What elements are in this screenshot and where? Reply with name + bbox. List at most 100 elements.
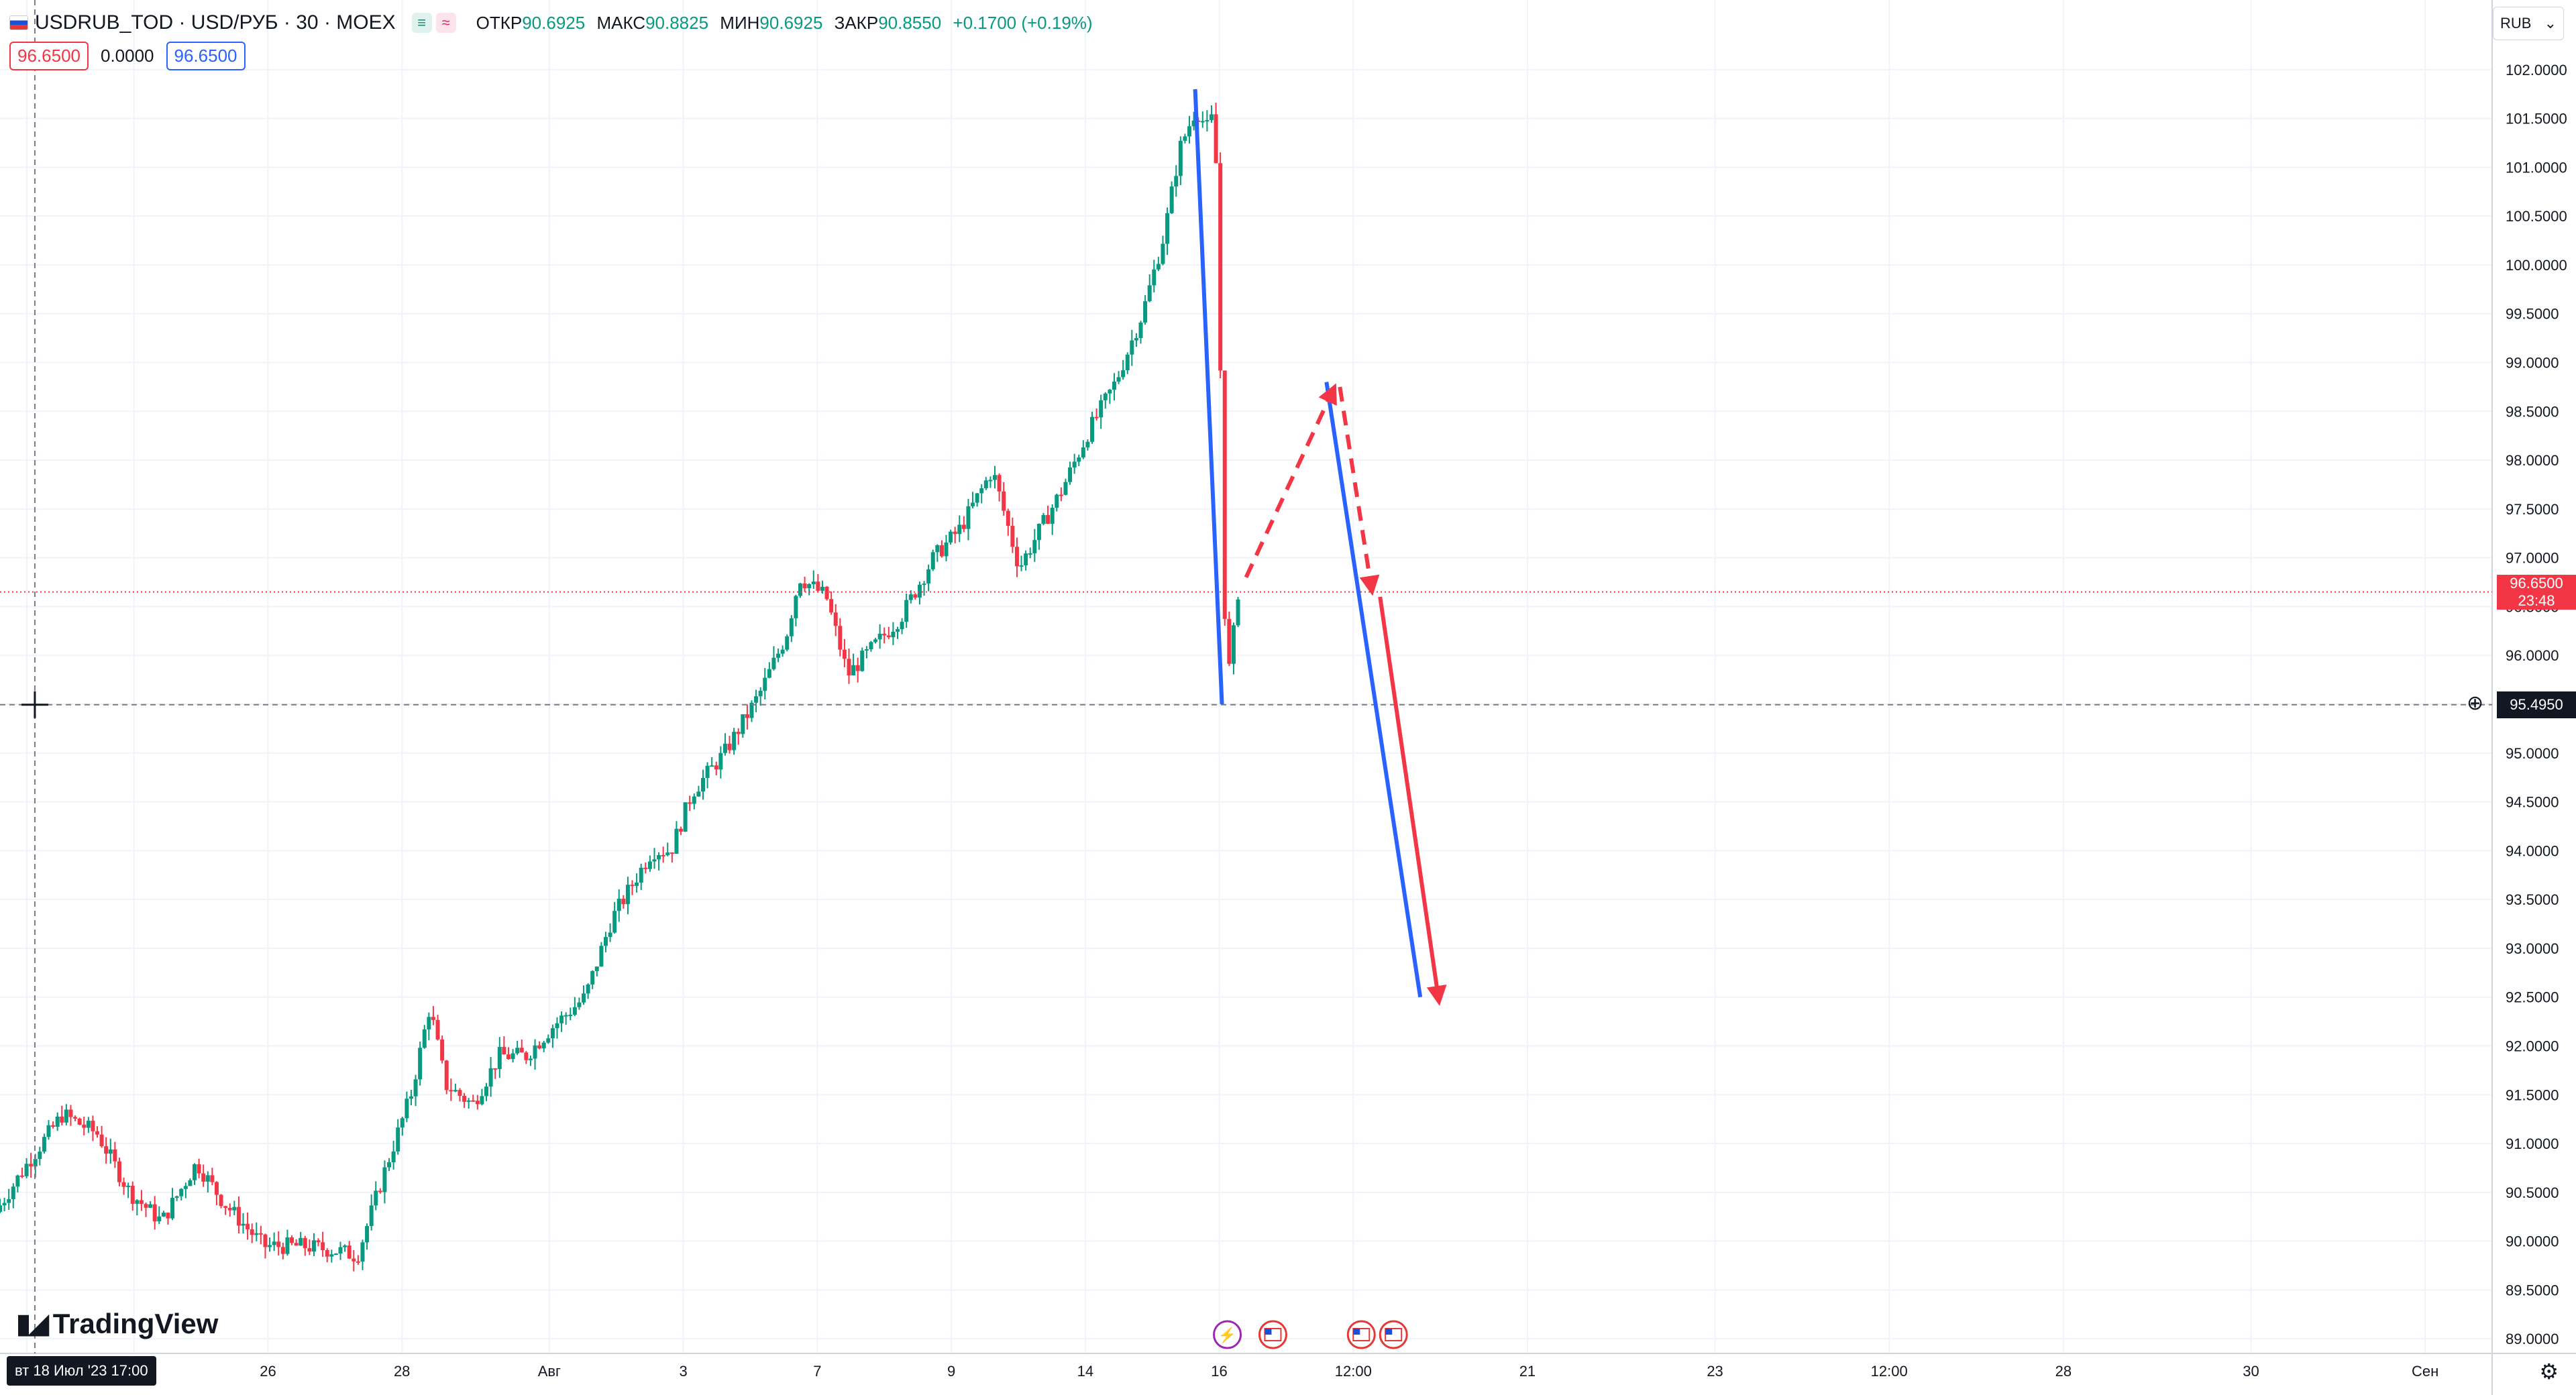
candle-body [900, 622, 904, 630]
candle-body [908, 594, 913, 600]
y-tick-label: 98.5000 [2506, 403, 2559, 420]
candle-body [1006, 510, 1010, 526]
candle-body [387, 1162, 392, 1168]
candle-body [409, 1096, 413, 1099]
candle-body [930, 552, 935, 569]
candle-body [537, 1045, 542, 1049]
candle-body [758, 690, 763, 697]
candle-body [413, 1079, 418, 1097]
candle-body [82, 1124, 87, 1128]
candle-body [179, 1188, 184, 1196]
candle-body [891, 631, 896, 638]
us-flag-canton [1265, 1329, 1272, 1335]
candle-body [321, 1242, 325, 1251]
candle-body [484, 1086, 489, 1097]
candle-body [1028, 553, 1032, 555]
candle-body [55, 1116, 60, 1127]
candle-body [860, 651, 865, 671]
candle-body [1134, 338, 1138, 341]
candle-body [1169, 186, 1174, 213]
candle-body [210, 1175, 215, 1182]
candle-body [382, 1167, 387, 1192]
candle-body [135, 1200, 140, 1204]
candle-body [807, 583, 812, 589]
indicator-pills[interactable]: ≡ ≈ [411, 13, 456, 33]
candle-body [329, 1254, 334, 1257]
candle-body [99, 1134, 104, 1147]
candle-body [205, 1175, 210, 1182]
candle-body [886, 635, 891, 638]
x-tick-label: 14 [1077, 1363, 1093, 1380]
candle-body [303, 1237, 307, 1249]
candle-body [1036, 524, 1041, 541]
candle-body [533, 1045, 537, 1059]
add-alert-icon[interactable]: ⊕ [2467, 691, 2484, 714]
candle-body [939, 545, 944, 557]
candle-body [1094, 416, 1099, 418]
bar-countdown: 23:48 [2518, 592, 2555, 609]
forecast-arrow [1338, 386, 1380, 596]
candle-body [400, 1118, 405, 1128]
currency-select[interactable]: RUB ⌄ [2493, 7, 2564, 40]
candle-body [29, 1164, 34, 1167]
y-tick-label: 95.0000 [2506, 745, 2559, 762]
candle-body [2, 1203, 7, 1206]
candle-body [311, 1240, 316, 1252]
candle-body [38, 1152, 42, 1160]
gear-icon[interactable]: ⚙ [2539, 1359, 2559, 1384]
candle-body [1059, 494, 1063, 496]
candle-body [1002, 491, 1006, 511]
open-value: 90.6925 [522, 12, 586, 33]
x-tick-label: 26 [260, 1363, 276, 1380]
candle-body [625, 885, 630, 905]
candle-body [590, 970, 595, 985]
candle-body [86, 1121, 91, 1128]
candle-body [1200, 121, 1205, 123]
y-tick-label: 90.0000 [2506, 1233, 2559, 1250]
candle-body [299, 1237, 303, 1246]
candle-body [1205, 120, 1210, 122]
x-tick-label: 28 [2055, 1363, 2072, 1380]
pill-indicator-icon[interactable]: ≡ [411, 13, 432, 33]
candle-body [360, 1242, 365, 1262]
candle-body [572, 1007, 577, 1015]
candle-body [564, 1015, 568, 1017]
y-tick-label: 92.0000 [2506, 1038, 2559, 1054]
symbol-title[interactable]: USDRUB_TOD · USD/РУБ · 30 · MOEX [35, 11, 396, 34]
candle-body [396, 1127, 400, 1152]
candle-body [427, 1017, 431, 1029]
candle-body [568, 1015, 573, 1017]
candle-body [46, 1125, 51, 1137]
candle-body [1099, 400, 1104, 418]
y-tick-label: 100.0000 [2506, 257, 2567, 274]
candle-body [550, 1028, 555, 1039]
candle-body [616, 899, 621, 911]
spread-value: 0.0000 [100, 46, 154, 66]
candle-body [166, 1213, 170, 1219]
low-label: МИН [720, 12, 760, 33]
sell-price-badge[interactable]: 96.6500 [9, 42, 89, 70]
candle-body [285, 1237, 290, 1254]
candle-body [333, 1253, 338, 1256]
buy-price-badge[interactable]: 96.6500 [166, 42, 246, 70]
candle-body [1187, 126, 1192, 137]
candle-body [661, 854, 665, 856]
candle-body [1081, 447, 1085, 458]
candle-body [798, 583, 802, 596]
candle-body [378, 1190, 382, 1192]
candle-body [1152, 269, 1157, 286]
candle-body [1050, 508, 1055, 524]
candle-body [1218, 163, 1223, 371]
candle-body [842, 649, 847, 659]
candle-body [263, 1234, 268, 1247]
candle-body [851, 665, 856, 676]
candle-body [1046, 514, 1051, 524]
pill-compare-icon[interactable]: ≈ [435, 13, 456, 33]
x-tick-label: 16 [1211, 1363, 1227, 1380]
us-flag-canton [1353, 1329, 1360, 1335]
candle-body [1090, 416, 1095, 442]
candle-body [1147, 285, 1152, 302]
crosshair-time-label: вт 18 Июл '23 17:00 [7, 1356, 156, 1386]
x-tick-label: 30 [2243, 1363, 2259, 1380]
